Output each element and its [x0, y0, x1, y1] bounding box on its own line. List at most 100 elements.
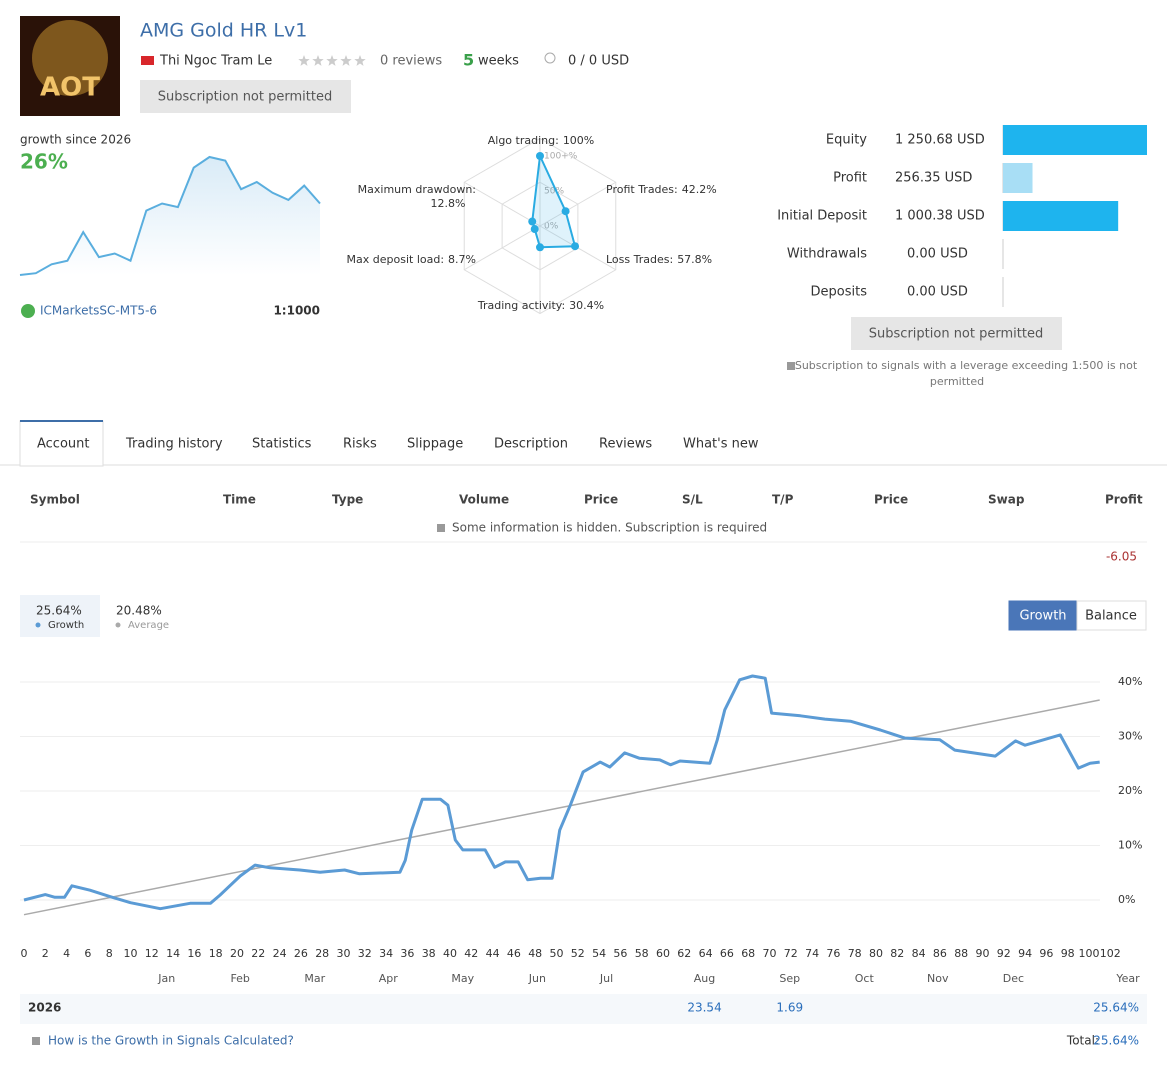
footer-total-value: 25.64%: [1093, 1034, 1139, 1048]
radar-label-value: 30.4%: [569, 299, 604, 312]
tab[interactable]: What's new: [683, 437, 759, 452]
month-label: Jul: [599, 972, 613, 985]
x-tick-label: 56: [613, 947, 627, 960]
radar-label-value: 100%: [563, 134, 594, 147]
account-label: Profit: [833, 171, 867, 186]
y-tick-label: 30%: [1118, 730, 1142, 743]
footer-total-label: Total:: [1066, 1034, 1099, 1048]
radar-label-value: 42.2%: [682, 183, 717, 196]
radar-spoke: [463, 225, 541, 271]
x-tick-label: 40: [443, 947, 457, 960]
month-label: Jan: [157, 972, 175, 985]
x-tick-label: 6: [84, 947, 91, 960]
x-tick-label: 58: [635, 947, 649, 960]
column-header: Time: [223, 493, 256, 507]
x-tick-label: 46: [507, 947, 521, 960]
x-tick-label: 54: [592, 947, 606, 960]
legend-active[interactable]: [20, 595, 100, 637]
subscribers-icon: [544, 52, 556, 64]
radar-area: [531, 152, 577, 249]
x-tick-label: 82: [890, 947, 904, 960]
author[interactable]: Thi Ngoc Tram Le: [159, 54, 272, 69]
x-tick-label: 102: [1100, 947, 1121, 960]
tab[interactable]: Statistics: [252, 437, 312, 452]
x-tick-label: 38: [422, 947, 436, 960]
tab[interactable]: Slippage: [407, 437, 463, 452]
reviews[interactable]: 0 reviews: [380, 54, 442, 69]
title: AMG Gold HR Lv1: [140, 20, 307, 42]
x-tick-label: 88: [954, 947, 968, 960]
note-line: Subscription to signals with a leverage …: [795, 359, 1138, 372]
avatar-text: AOT: [40, 73, 100, 103]
x-tick-label: 26: [294, 947, 308, 960]
mini-value: 26%: [20, 150, 68, 174]
x-tick-label: 66: [720, 947, 734, 960]
star: [326, 55, 338, 66]
column-header: Price: [584, 493, 618, 507]
x-tick-label: 76: [826, 947, 840, 960]
subscribe-button[interactable]: [140, 80, 351, 113]
radar-ring-label: 0%: [544, 222, 559, 232]
radar-point: [536, 152, 544, 160]
column-header: S/L: [682, 493, 703, 507]
radar-label: Maximum drawdown:: [358, 183, 476, 196]
weeks-value: 5: [463, 51, 474, 70]
footer-link[interactable]: How is the Growth in Signals Calculated?: [48, 1034, 294, 1048]
legend-dot: [35, 622, 41, 628]
x-tick-label: 72: [784, 947, 798, 960]
tab-active: [19, 420, 104, 467]
y-tick-label: 0%: [1118, 893, 1135, 906]
tab[interactable]: Description: [494, 437, 568, 452]
account-label: Equity: [826, 133, 867, 148]
x-tick-label: 64: [699, 947, 713, 960]
tab[interactable]: Trading history: [125, 437, 223, 452]
x-tick-label: 10: [124, 947, 138, 960]
legend-dot: [115, 622, 121, 628]
month-label: Apr: [379, 972, 399, 985]
total-profit: -6.05: [1106, 550, 1137, 564]
table-notice: Some information is hidden. Subscription…: [452, 521, 767, 535]
x-tick-label: 90: [976, 947, 990, 960]
legend-value: 25.64%: [36, 604, 82, 618]
column-header: Symbol: [30, 493, 80, 507]
chart-toggle-label: Balance: [1085, 609, 1137, 624]
tab[interactable]: Reviews: [599, 437, 652, 452]
column-header: Swap: [988, 493, 1025, 507]
radar-spoke: [463, 181, 541, 227]
tab[interactable]: Account: [37, 437, 90, 452]
x-tick-label: 68: [741, 947, 755, 960]
tab[interactable]: Risks: [343, 437, 377, 452]
year-header: Year: [1115, 972, 1140, 985]
subscribe-button-2[interactable]: [851, 317, 1062, 350]
month-label: Mar: [304, 972, 325, 985]
year-total: 25.64%: [1093, 1001, 1139, 1015]
broker[interactable]: ICMarketsSC-MT5-6: [40, 304, 157, 318]
account-label: Deposits: [811, 285, 868, 300]
x-tick-label: 48: [528, 947, 542, 960]
account-label: Withdrawals: [787, 247, 867, 262]
x-tick-label: 2: [42, 947, 49, 960]
mini-area: [20, 157, 320, 275]
x-tick-label: 24: [273, 947, 287, 960]
x-tick-label: 70: [763, 947, 777, 960]
radar-point: [530, 225, 539, 234]
x-tick-label: 80: [869, 947, 883, 960]
account-label: Initial Deposit: [777, 209, 867, 224]
radar-label-name: Trading activity:: [477, 299, 565, 312]
x-tick-label: 16: [187, 947, 201, 960]
subscribe-button-2-label: Subscription not permitted: [869, 327, 1043, 342]
notice-icon: [437, 524, 445, 532]
x-tick-label: 96: [1039, 947, 1053, 960]
leverage: 1:1000: [273, 304, 320, 318]
account-value: 256.35 USD: [895, 171, 972, 186]
mini-line: [19, 155, 321, 276]
month-label: Nov: [927, 972, 949, 985]
x-tick-label: 20: [230, 947, 244, 960]
radar-label-value: 57.8%: [677, 253, 712, 266]
account-value: 1 250.68 USD: [895, 133, 985, 148]
x-tick-label: 8: [106, 947, 113, 960]
year: 2026: [28, 1001, 61, 1015]
month-label: Oct: [855, 972, 875, 985]
chart-toggle[interactable]: [1076, 600, 1147, 631]
account-bar: [1003, 125, 1147, 155]
